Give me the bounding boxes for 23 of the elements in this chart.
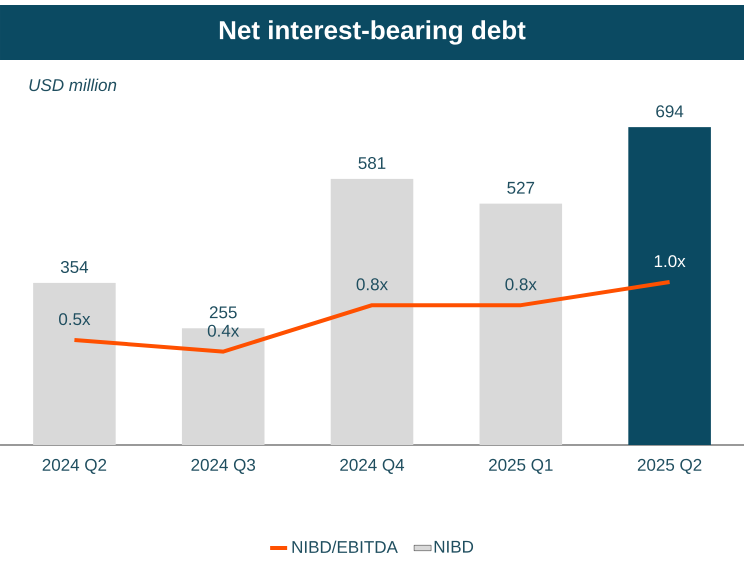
data-label: 694	[656, 105, 684, 118]
x-tick-label: 2024 Q2	[42, 458, 106, 474]
data-label: 0.5x	[59, 313, 90, 326]
data-label: 1.0x	[654, 255, 686, 268]
data-label: 354	[60, 260, 88, 274]
bar	[33, 282, 116, 445]
bar	[480, 204, 562, 445]
data-label: 0.8x	[505, 278, 537, 290]
bar	[628, 127, 711, 445]
x-tick-label: 2025 Q1	[489, 458, 553, 474]
x-tick-label: 2024 Q3	[191, 458, 256, 474]
y-axis-title: USD million	[29, 78, 116, 92]
data-label: 255	[210, 306, 237, 318]
x-tick-label: 2025 Q2	[638, 458, 702, 474]
data-label: 581	[358, 157, 386, 170]
data-label: 0.8x	[356, 278, 388, 290]
data-label: 527	[507, 182, 534, 194]
legend-label: NIBD	[434, 540, 474, 553]
chart-title: Net interest-bearing debt	[220, 20, 526, 45]
bar	[330, 178, 414, 445]
legend-label: NIBD/EBITDA	[292, 540, 398, 554]
x-tick-label: 2024 Q4	[340, 458, 404, 474]
data-label: 0.4x	[208, 324, 240, 337]
